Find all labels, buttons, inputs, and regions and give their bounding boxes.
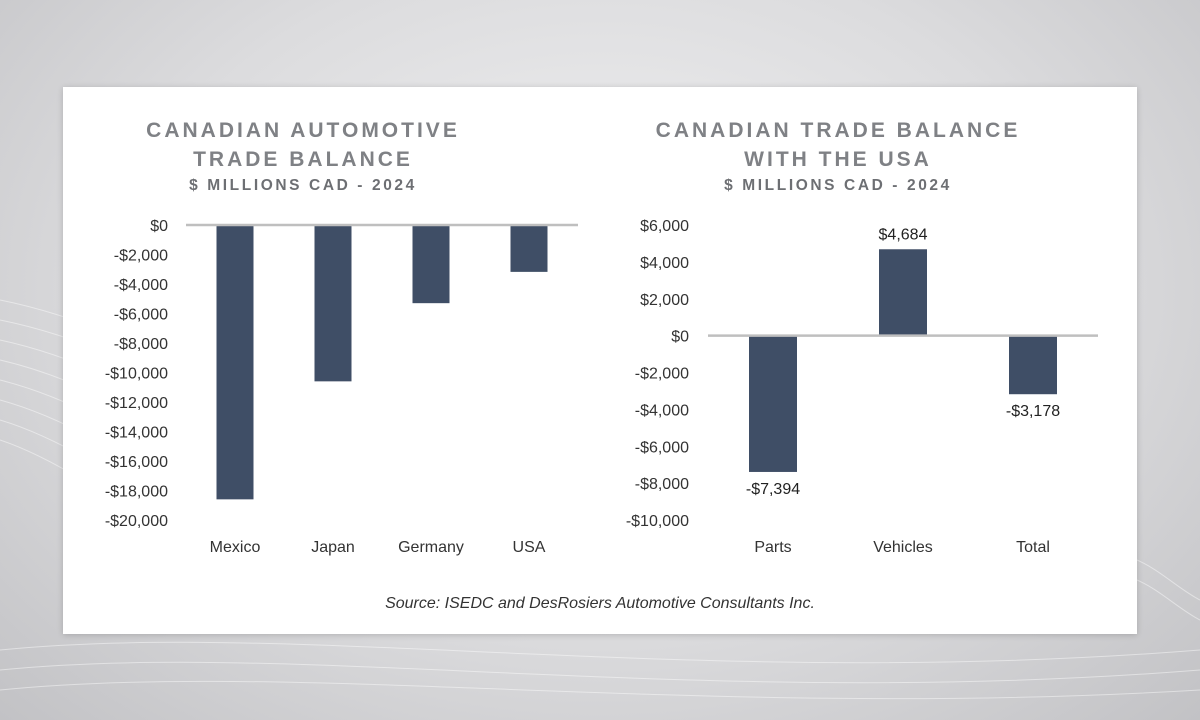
chart1-ytick-label: -$12,000	[105, 395, 168, 412]
chart1-ytick-label: -$2,000	[114, 248, 168, 265]
chart2-title-line2: WITH THE USA	[744, 148, 932, 171]
chart2-ytick-label: -$8,000	[635, 476, 689, 493]
chart2-bar-vehicles	[879, 249, 927, 336]
usa-trade-balance-chart: $6,000 $4,000 $2,000 $0 -$2,000 -$4,000 -$6,00…	[626, 218, 1098, 556]
chart2-data-label: -$7,394	[746, 481, 800, 498]
chart1-bar-japan	[314, 225, 352, 382]
chart1-ytick-label: -$14,000	[105, 425, 168, 442]
chart2-ytick-label: -$6,000	[635, 439, 689, 456]
chart2-bar-parts	[749, 335, 797, 472]
chart1-category-label: Japan	[311, 539, 355, 556]
chart2-bar-total	[1009, 335, 1057, 395]
chart1-ytick-label: -$16,000	[105, 454, 168, 471]
chart1-category-label: USA	[513, 539, 546, 556]
chart1-category-label: Mexico	[210, 539, 261, 556]
chart1-title-line2: TRADE BALANCE	[193, 148, 413, 171]
chart2-ytick-label: -$10,000	[626, 513, 689, 530]
chart1-ytick-label: -$18,000	[105, 484, 168, 501]
chart1-ytick-label: -$6,000	[114, 307, 168, 324]
chart1-title: CANADIAN AUTOMOTIVE TRADE BALANCE	[103, 116, 503, 174]
chart1-subtitle: $ MILLIONS CAD - 2024	[189, 177, 417, 194]
chart2-ytick-label: $6,000	[640, 218, 689, 235]
chart2-ytick-label: -$4,000	[635, 402, 689, 419]
chart1-ytick-label: $0	[150, 218, 168, 235]
chart2-data-label: $4,684	[879, 226, 928, 243]
chart2-ytick-label: $0	[671, 329, 689, 346]
chart2-data-label: -$3,178	[1006, 403, 1060, 420]
chart1-ytick-label: -$8,000	[114, 336, 168, 353]
chart1-ytick-label: -$4,000	[114, 277, 168, 294]
chart1-bar-mexico	[216, 225, 254, 500]
chart2-title: CANADIAN TRADE BALANCE WITH THE USA	[618, 116, 1058, 174]
chart2-ytick-label: $2,000	[640, 292, 689, 309]
chart2-ytick-label: -$2,000	[635, 366, 689, 383]
chart2-category-label: Vehicles	[873, 539, 933, 556]
source-note: Source: ISEDC and DesRosiers Automotive …	[385, 595, 815, 612]
chart2-subtitle: $ MILLIONS CAD - 2024	[724, 177, 952, 194]
chart-panel: CANADIAN AUTOMOTIVE TRADE BALANCE $ MILL…	[63, 87, 1137, 634]
chart1-bar-usa	[510, 225, 548, 272]
chart2-category-label: Parts	[754, 539, 791, 556]
chart1-title-line1: CANADIAN AUTOMOTIVE	[146, 119, 460, 142]
chart1-ytick-label: -$10,000	[105, 366, 168, 383]
automotive-trade-balance-chart: $0 -$2,000 -$4,000 -$6,000 -$8,000 -$10,000 -$…	[105, 218, 578, 556]
chart1-ytick-label: -$20,000	[105, 513, 168, 530]
chart2-category-label: Total	[1016, 539, 1050, 556]
chart1-bar-germany	[412, 225, 450, 304]
chart2-ytick-label: $4,000	[640, 255, 689, 272]
chart1-category-label: Germany	[398, 539, 464, 556]
chart2-title-line1: CANADIAN TRADE BALANCE	[655, 119, 1021, 142]
